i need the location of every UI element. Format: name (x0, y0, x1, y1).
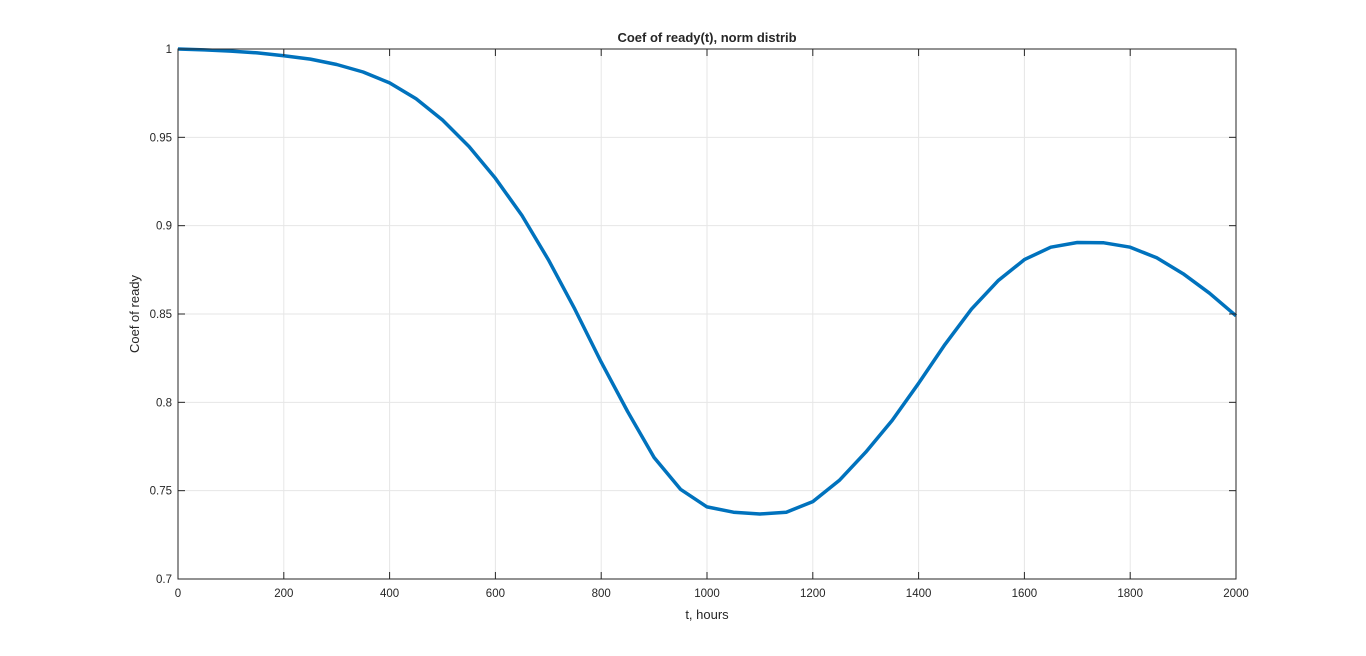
y-tick-label: 0.85 (150, 309, 172, 321)
y-tick-label: 0.9 (156, 221, 172, 233)
x-tick-label: 1600 (1012, 588, 1038, 600)
y-tick-label: 0.8 (156, 397, 172, 409)
x-tick-label: 200 (274, 588, 293, 600)
y-tick-label: 1 (166, 44, 172, 56)
x-tick-label: 0 (175, 588, 181, 600)
chart-title: Coef of ready(t), norm distrib (617, 30, 796, 45)
x-tick-label: 1000 (694, 588, 720, 600)
x-axis-label: t, hours (685, 607, 729, 622)
x-tick-label: 1200 (800, 588, 826, 600)
y-tick-labels: 0.7 0.75 0.8 0.85 0.9 0.95 1 (150, 44, 172, 586)
y-tick-label: 0.75 (150, 486, 172, 498)
tick-marks (177, 48, 1237, 580)
series-line (177, 47, 1238, 516)
x-tick-label: 2000 (1223, 588, 1249, 600)
x-tick-label: 1400 (906, 588, 932, 600)
x-tick-label: 1800 (1117, 588, 1143, 600)
x-tick-labels: 0 200 400 600 800 1000 1200 1400 1600 1800 2000 (175, 588, 1249, 600)
y-tick-label: 0.7 (156, 574, 172, 586)
y-tick-label: 0.95 (150, 132, 172, 144)
x-tick-label: 600 (486, 588, 505, 600)
x-tick-label: 400 (380, 588, 399, 600)
y-axis-label: Coef of ready (127, 274, 142, 353)
x-tick-label: 800 (592, 588, 611, 600)
series-group (177, 47, 1238, 516)
